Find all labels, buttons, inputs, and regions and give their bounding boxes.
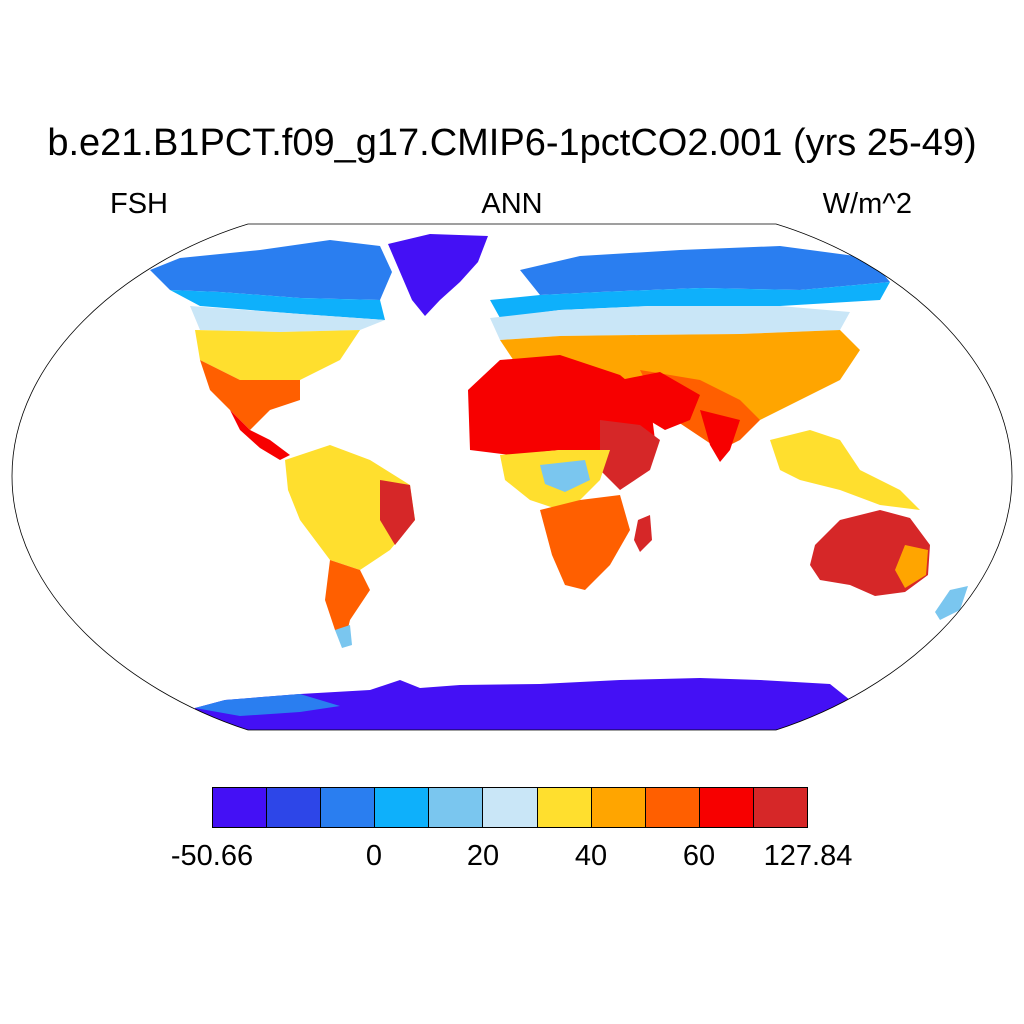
colorbar-tick-label: 127.84 — [763, 840, 853, 872]
central-africa-cool — [540, 460, 590, 492]
colorbar — [212, 787, 808, 828]
colorbar-box — [375, 788, 430, 827]
asia-mid — [500, 330, 860, 420]
north-america-mid — [195, 330, 360, 380]
antarctica-coast-blue — [195, 694, 340, 716]
globe-outline — [11, 223, 1013, 731]
colorbar-tick-label: 0 — [365, 840, 383, 872]
units-label: W/m^2 — [822, 188, 912, 220]
south-america-south — [325, 560, 370, 640]
eurasia-boreal — [490, 282, 890, 318]
colorbar-box — [321, 788, 376, 827]
antarctica-region — [190, 678, 860, 730]
colorbar-box — [591, 788, 646, 827]
south-america-north — [285, 445, 415, 570]
map-title: b.e21.B1PCT.f09_g17.CMIP6-1pctCO2.001 (y… — [47, 122, 977, 164]
colorbar-box — [267, 788, 322, 827]
colorbar-box — [213, 788, 268, 827]
south-america-east — [380, 480, 415, 545]
colorbar-box — [483, 788, 538, 827]
eurasia-arctic — [520, 246, 890, 295]
eurasia-temperate — [490, 306, 850, 340]
colorbar-box — [537, 788, 592, 827]
greenland-region — [388, 234, 488, 316]
north-america-arctic — [150, 240, 392, 300]
southeast-asia — [770, 430, 920, 510]
colorbar-box — [429, 788, 484, 827]
colorbar-box — [699, 788, 754, 827]
colorbar-box — [753, 788, 808, 827]
south-america-tip — [335, 625, 352, 648]
central-america — [230, 410, 290, 460]
southern-africa — [540, 495, 630, 590]
season-label: ANN — [481, 188, 543, 220]
colorbar-tick-label: 60 — [682, 840, 716, 872]
north-america-south — [200, 360, 300, 430]
horn-of-africa — [600, 420, 660, 490]
north-america-temperate — [190, 306, 385, 332]
colorbar-tick-label: -50.66 — [170, 840, 254, 872]
australia-east — [895, 545, 928, 588]
india — [700, 410, 740, 462]
north-america-boreal — [170, 290, 385, 320]
colorbar-tick-label: 20 — [466, 840, 500, 872]
new-zealand — [935, 586, 968, 620]
variable-label: FSH — [110, 188, 168, 220]
arabia — [620, 372, 700, 430]
madagascar — [634, 515, 652, 552]
colorbar-tick-label: 40 — [574, 840, 608, 872]
colorbar-box — [645, 788, 700, 827]
